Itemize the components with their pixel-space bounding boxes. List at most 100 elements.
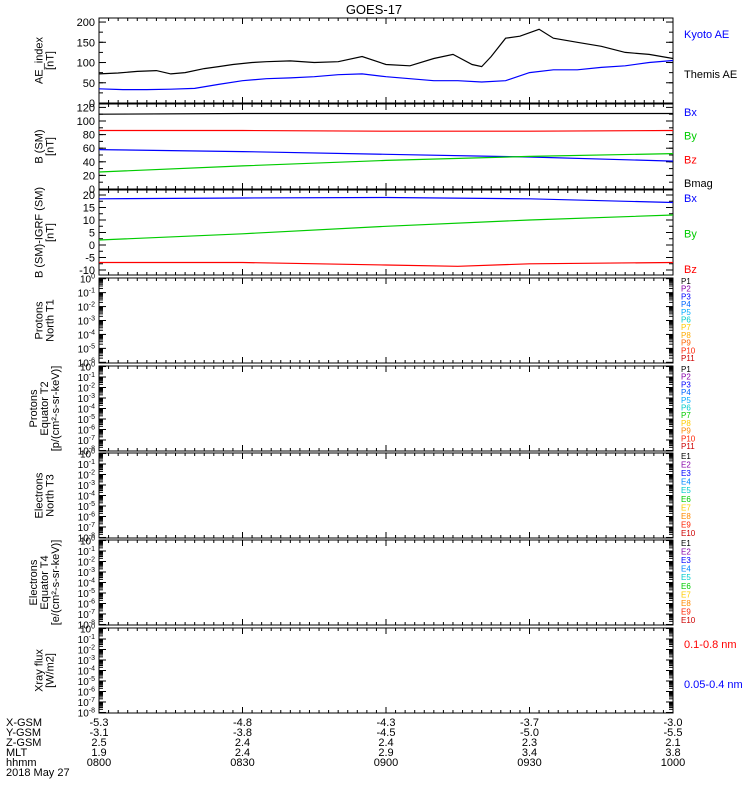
channel-label: P2 (681, 285, 691, 294)
ephemeris-value: 1.9 (91, 747, 106, 759)
channel-label: E5 (681, 486, 691, 495)
channel-label: E4 (681, 478, 691, 487)
ephemeris-value: 2.4 (235, 747, 250, 759)
series-line-bz (99, 261, 674, 267)
y-axis-label: Electrons (34, 472, 46, 518)
channel-label: P8 (681, 331, 691, 340)
ephemeris-row-label: hhmm (6, 757, 37, 769)
legend-entry: By (684, 131, 697, 143)
y-axis-label: [nT] (45, 51, 57, 70)
ephemeris-value: 2.4 (378, 737, 393, 749)
y-axis-label: North T1 (45, 299, 57, 342)
series-line-themis-ae (98, 28, 674, 75)
y-tick-label: 150 (77, 37, 95, 49)
channel-label: P9 (681, 427, 691, 436)
ephemeris-value: 3.4 (522, 747, 537, 759)
ephemeris-value: 2.5 (91, 737, 106, 749)
channel-label: P1 (681, 365, 691, 374)
y-axis-label: [p/(cm²-s-sr-keV)] (50, 366, 62, 452)
channel-label: P10 (681, 346, 696, 355)
y-axis-label: [e/(cm²-s-sr-keV)] (50, 540, 62, 626)
series-line-bx (98, 196, 674, 204)
channel-label: E9 (681, 607, 691, 616)
ephemeris-value: -4.5 (377, 727, 396, 739)
y-tick-label: 5 (89, 228, 95, 240)
y-axis-label: Equator T2 (39, 381, 51, 435)
channel-label: P3 (681, 292, 691, 301)
panel-frame (98, 627, 674, 714)
y-tick-label: 100 (80, 274, 95, 286)
series-line-by (98, 153, 674, 173)
y-tick-label: 10-5 (78, 343, 95, 355)
channel-label: P2 (681, 373, 691, 382)
ephemeris-value: -4.8 (233, 717, 252, 729)
legend-entry: Themis AE (684, 69, 737, 81)
ephemeris-value: -3.7 (520, 717, 539, 729)
y-tick-label: 10-4 (78, 329, 95, 341)
channel-label: E7 (681, 503, 691, 512)
channel-label: P5 (681, 396, 691, 405)
panel-6: 10010-110-210-310-410-510-610-710-8Elect… (34, 449, 696, 545)
ephemeris-value: -3.0 (664, 717, 683, 729)
channel-label: P4 (681, 300, 691, 309)
channel-label: P5 (681, 308, 691, 317)
panel-frame (98, 277, 674, 364)
channel-label: P10 (681, 434, 696, 443)
channel-label: P11 (681, 354, 695, 363)
ephemeris-value: 2.3 (522, 737, 537, 749)
channel-label: E7 (681, 590, 691, 599)
channel-label: P9 (681, 339, 691, 348)
series-line-by (98, 214, 674, 241)
y-axis-label: B (SM) (34, 129, 46, 163)
channel-label: P7 (681, 411, 691, 420)
legend-entry: Bmag (684, 178, 713, 190)
legend-entry: Bz (684, 264, 697, 276)
channel-label: E1 (681, 452, 691, 461)
y-tick-label: -5 (85, 253, 95, 265)
ephemeris-value: 0900 (374, 757, 398, 769)
y-tick-label: 120 (77, 102, 95, 114)
y-tick-label: 200 (77, 17, 95, 29)
plot-title: GOES-17 (346, 2, 402, 17)
channel-label: P6 (681, 404, 691, 413)
channel-label: E6 (681, 495, 691, 504)
ephemeris-value: 2.9 (378, 747, 393, 759)
y-axis-label: [W/m2] (45, 653, 57, 688)
y-axis-label: Protons (28, 389, 40, 427)
y-tick-label: 10-3 (78, 316, 95, 328)
y-tick-label: 20 (83, 170, 95, 182)
ephemeris-row-label: MLT (6, 747, 27, 759)
y-tick-label: 0 (89, 98, 95, 110)
legend-entry: 0.05-0.4 nm (684, 679, 743, 691)
channel-label: E9 (681, 520, 691, 529)
y-axis-label: [nT] (45, 223, 57, 242)
channel-label: E2 (681, 461, 691, 470)
channel-label: E3 (681, 469, 691, 478)
y-tick-label: 0 (89, 240, 95, 252)
y-axis-label: Protons (34, 301, 46, 339)
channel-label: E2 (681, 548, 691, 557)
y-tick-label: 10-1 (78, 288, 95, 300)
panel-frame (98, 452, 674, 539)
panel-frame (98, 103, 674, 190)
ephemeris-value: 3.8 (665, 747, 680, 759)
y-tick-label: 20 (83, 190, 95, 202)
channel-label: E1 (681, 539, 691, 548)
channel-label: P8 (681, 419, 691, 428)
ephemeris-value: -5.3 (90, 717, 109, 729)
panel-7: 10010-110-210-310-410-510-610-710-8Elect… (28, 536, 696, 632)
panel-5: 10010-110-210-310-410-510-610-710-8Proto… (28, 362, 696, 458)
channel-label: P1 (681, 277, 691, 286)
panel-frame (98, 17, 674, 104)
legend-entry: Kyoto AE (684, 29, 729, 41)
channel-label: P3 (681, 380, 691, 389)
y-tick-label: -10 (79, 265, 95, 277)
channel-label: P6 (681, 316, 691, 325)
panel-frame (98, 539, 674, 626)
date-label: 2018 May 27 (6, 767, 70, 779)
ephemeris-value: -5.5 (664, 727, 683, 739)
